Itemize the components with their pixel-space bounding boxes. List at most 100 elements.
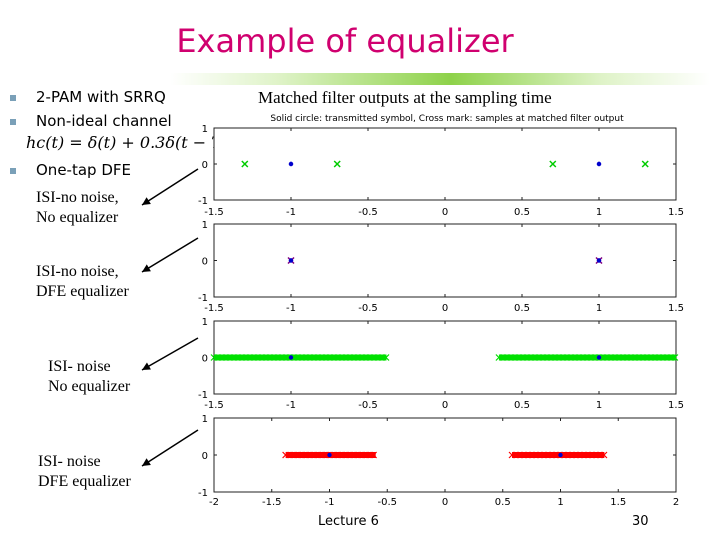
caption-3: ISI- noise No equalizer bbox=[48, 357, 130, 397]
x-tick-label: 0.5 bbox=[514, 207, 530, 218]
pointer-arrow-line bbox=[141, 429, 199, 467]
footer-page-number: 30 bbox=[632, 514, 649, 529]
x-tick-label: -1.5 bbox=[204, 207, 224, 218]
arrowhead-icon bbox=[142, 362, 151, 370]
x-tick-label: 0 bbox=[442, 400, 448, 411]
x-tick-label: -0.5 bbox=[358, 400, 378, 411]
x-tick-label: -1 bbox=[286, 400, 296, 411]
bullet-item: Non-ideal channel bbox=[10, 112, 172, 130]
sample-band-fill bbox=[214, 354, 387, 361]
noisy-sample-band bbox=[508, 451, 608, 459]
sample-cross-mark bbox=[241, 160, 249, 168]
caption-2: ISI-no noise, DFE equalizer bbox=[36, 262, 129, 302]
x-tick-label: 1.5 bbox=[610, 497, 626, 508]
cross-stroke bbox=[549, 160, 557, 168]
y-tick-label: 1 bbox=[202, 124, 208, 135]
scatter-panel: Solid circle: transmitted symbol, Cross … bbox=[198, 114, 684, 218]
pointer-arrow-line bbox=[141, 168, 199, 206]
arrowhead-icon bbox=[142, 264, 151, 272]
cross-stroke bbox=[333, 160, 341, 168]
x-tick-label: 1.5 bbox=[668, 303, 684, 314]
title-underline bbox=[170, 73, 710, 85]
channel-equation: hc(t) = δ(t) + 0.3δ(t − T) bbox=[26, 133, 229, 152]
transmitted-symbol-point bbox=[596, 161, 602, 167]
y-tick-label: -1 bbox=[198, 488, 208, 499]
y-tick-label: 0 bbox=[202, 354, 208, 365]
x-tick-label: -1 bbox=[286, 303, 296, 314]
transmitted-symbol-point bbox=[596, 258, 602, 263]
x-tick-label: 1.5 bbox=[668, 400, 684, 411]
sample-cross-mark bbox=[333, 160, 341, 168]
cross-stroke bbox=[370, 451, 378, 459]
sample-cross-mark bbox=[549, 160, 557, 168]
x-tick-label: -1 bbox=[325, 497, 335, 508]
caption-line: ISI- noise bbox=[48, 358, 111, 375]
scatter-panel: -2 -1.5 -1 -0.5 0 0.5 1 1.5 2 1 0 -1 bbox=[198, 414, 679, 508]
chart-title: Solid circle: transmitted symbol, Cross … bbox=[270, 114, 624, 124]
bullet-item: One-tap DFE bbox=[10, 161, 131, 179]
x-tick-label: -1 bbox=[286, 207, 296, 218]
transmitted-symbol-point bbox=[327, 452, 332, 458]
x-tick-label: 0.5 bbox=[514, 303, 530, 314]
x-tick-label: -2 bbox=[209, 497, 219, 508]
x-tick-label: -0.5 bbox=[358, 303, 378, 314]
y-tick-label: 1 bbox=[202, 414, 208, 425]
caption-line: ISI-no noise, bbox=[36, 189, 119, 206]
bullet-square-icon bbox=[10, 167, 16, 174]
plot-frame bbox=[213, 417, 677, 493]
bullet-text: 2-PAM with SRRQ bbox=[36, 88, 166, 106]
scatter-panel: -1.5 -1 -0.5 0 0.5 1 1.510-1 bbox=[198, 220, 684, 314]
pointer-arrow-line bbox=[141, 337, 199, 371]
x-tick-label: -1.5 bbox=[204, 400, 224, 411]
y-tick-label: 0 bbox=[202, 257, 208, 268]
x-tick-label: 0 bbox=[442, 303, 448, 314]
cross-stroke bbox=[382, 354, 390, 361]
x-tick-label: 1.5 bbox=[668, 207, 684, 218]
caption-line: ISI-no noise, bbox=[36, 263, 119, 280]
y-tick-label: -1 bbox=[198, 196, 208, 207]
x-tick-label: 1 bbox=[557, 497, 563, 508]
caption-4: ISI- noise DFE equalizer bbox=[38, 452, 131, 492]
caption-line: No equalizer bbox=[48, 378, 131, 395]
transmitted-symbol-point bbox=[288, 258, 294, 263]
x-tick-label: -1.5 bbox=[262, 497, 282, 508]
x-tick-label: 0 bbox=[442, 207, 448, 218]
plot-frame bbox=[213, 223, 677, 298]
footer-lecture: Lecture 6 bbox=[318, 514, 379, 529]
x-tick-label: 1 bbox=[596, 207, 602, 218]
plot-frame bbox=[213, 127, 677, 201]
caption-line: DFE equalizer bbox=[38, 473, 131, 490]
x-tick-label: -0.5 bbox=[377, 497, 397, 508]
x-tick-label: 1 bbox=[596, 400, 602, 411]
cross-stroke bbox=[241, 160, 249, 168]
transmitted-symbol-point bbox=[288, 355, 294, 360]
sample-cross-mark bbox=[641, 160, 649, 168]
transmitted-symbol-point bbox=[558, 452, 563, 458]
cross-stroke bbox=[600, 451, 608, 459]
cross-stroke bbox=[671, 354, 679, 361]
matched-filter-title: Matched filter outputs at the sampling t… bbox=[258, 88, 552, 107]
arrowhead-icon bbox=[142, 197, 151, 205]
x-tick-label: -1.5 bbox=[204, 303, 224, 314]
y-tick-label: 0 bbox=[202, 160, 208, 171]
caption-line: DFE equalizer bbox=[36, 283, 129, 300]
transmitted-symbol-point bbox=[596, 355, 602, 360]
y-tick-label: -1 bbox=[198, 390, 208, 401]
bullet-square-icon bbox=[10, 94, 16, 101]
sample-band-fill bbox=[511, 452, 605, 458]
x-tick-label: -0.5 bbox=[358, 207, 378, 218]
noisy-sample-band bbox=[210, 354, 390, 361]
y-tick-label: 1 bbox=[202, 317, 208, 328]
x-tick-label: 0.5 bbox=[495, 497, 511, 508]
caption-line: ISI- noise bbox=[38, 453, 101, 470]
cross-stroke bbox=[641, 160, 649, 168]
scatter-panel: -1.5 -1 -0.5 0 0.5 1 1.510-1 bbox=[198, 317, 684, 411]
arrowhead-icon bbox=[142, 458, 151, 466]
slide-title: Example of equalizer bbox=[176, 22, 514, 60]
y-tick-label: -1 bbox=[198, 293, 208, 304]
caption-line: No equalizer bbox=[36, 209, 119, 226]
pointer-arrow-line bbox=[141, 237, 199, 273]
y-tick-label: 1 bbox=[202, 220, 208, 231]
bullet-square-icon bbox=[10, 118, 16, 125]
